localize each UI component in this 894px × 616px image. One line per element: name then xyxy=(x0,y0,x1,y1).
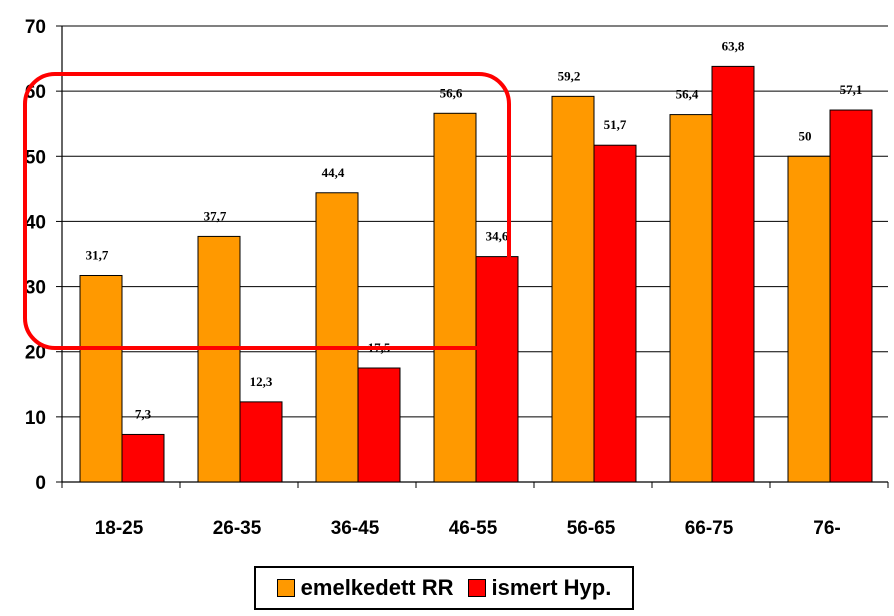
bar-ismert-hyp xyxy=(239,401,283,483)
data-label: 56,4 xyxy=(676,87,699,102)
bar-ismert-hyp xyxy=(357,367,401,483)
data-label: 34,6 xyxy=(486,229,509,244)
y-tick-label: 50 xyxy=(25,147,46,168)
data-label: 59,2 xyxy=(558,68,581,83)
y-tick-label: 70 xyxy=(25,17,46,38)
category-label: 56-65 xyxy=(567,518,616,539)
data-label: 7,3 xyxy=(135,406,152,421)
bar-emelkedett-rr xyxy=(669,114,713,483)
bar-ismert-hyp xyxy=(711,65,755,483)
data-label: 31,7 xyxy=(86,247,109,262)
bar-emelkedett-rr xyxy=(197,235,241,483)
bar-ismert-hyp xyxy=(475,256,519,483)
data-label: 44,4 xyxy=(322,165,345,180)
legend-item-emelkedett-rr: emelkedett RR xyxy=(276,575,454,601)
legend-label-ismert-hyp: ismert Hyp. xyxy=(491,575,612,600)
y-tick-label: 30 xyxy=(25,278,46,299)
category-label: 26-35 xyxy=(213,518,262,539)
legend-item-ismert-hyp: ismert Hyp. xyxy=(467,575,612,601)
chart-legend: emelkedett RR ismert Hyp. xyxy=(254,566,634,610)
data-label: 37,7 xyxy=(204,208,227,223)
bar-emelkedett-rr xyxy=(551,95,595,483)
data-label: 63,8 xyxy=(722,38,745,53)
category-label: 36-45 xyxy=(331,518,380,539)
y-tick-label: 10 xyxy=(25,408,46,429)
bar-emelkedett-rr xyxy=(433,112,477,483)
category-label: 46-55 xyxy=(449,518,498,539)
highlight-box xyxy=(23,72,511,350)
legend-swatch-red xyxy=(467,579,486,597)
bar-ismert-hyp xyxy=(829,109,873,483)
y-tick-label: 20 xyxy=(25,343,46,364)
bar-ismert-hyp xyxy=(121,433,165,483)
data-label: 12,3 xyxy=(250,374,273,389)
y-tick-label: 0 xyxy=(35,473,46,494)
data-label: 56,6 xyxy=(440,85,463,100)
category-label: 18-25 xyxy=(95,518,144,539)
data-label: 51,7 xyxy=(604,117,627,132)
legend-label-emelkedett-rr: emelkedett RR xyxy=(300,575,454,600)
y-tick-label: 40 xyxy=(25,212,46,233)
category-label: 66-75 xyxy=(685,518,734,539)
bar-emelkedett-rr xyxy=(787,155,831,483)
bar-ismert-hyp xyxy=(593,144,637,483)
data-label: 50 xyxy=(799,128,812,143)
data-label: 57,1 xyxy=(840,82,863,97)
category-label: 76- xyxy=(813,518,840,539)
bar-emelkedett-rr xyxy=(315,192,359,483)
bar-emelkedett-rr xyxy=(79,274,123,483)
legend-swatch-orange xyxy=(276,579,295,597)
